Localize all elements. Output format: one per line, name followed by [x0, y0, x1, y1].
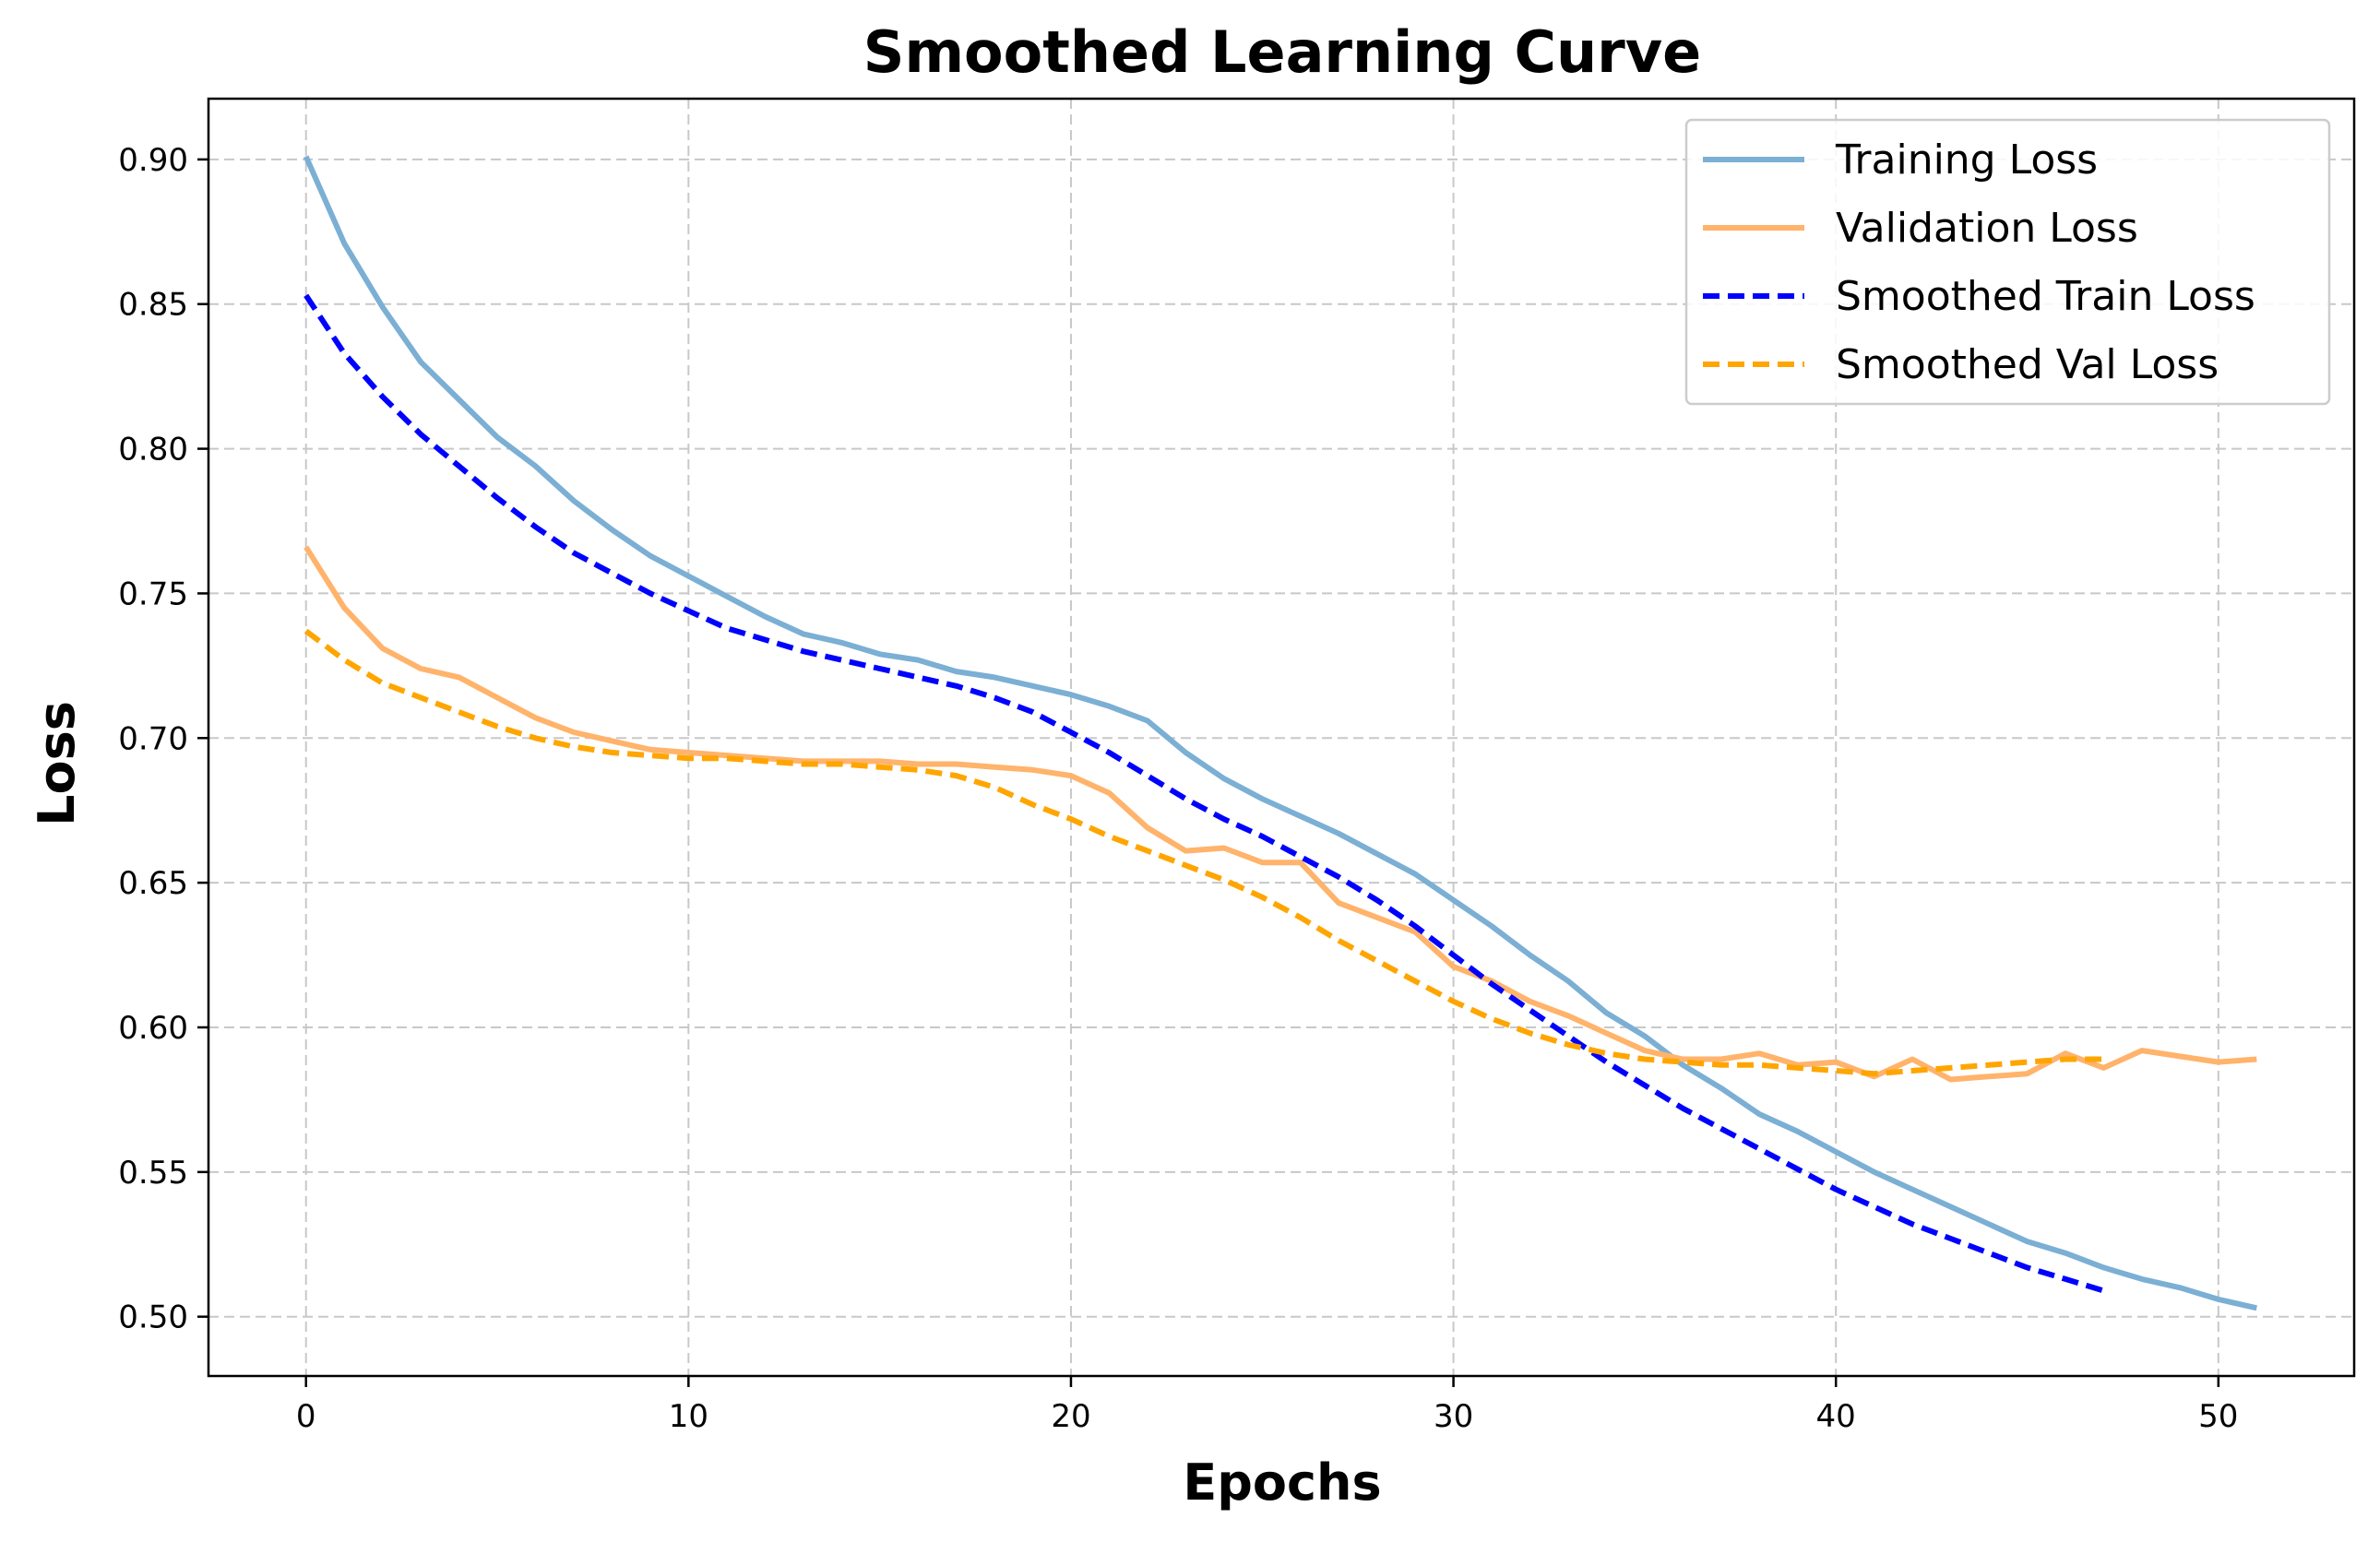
- axis-ticks: 0 10 20 30 40 50 0.50 0.55 0.60 0.65 0.70 0.75 0.80 0…: [118, 142, 2238, 1435]
- y-tick-label: 0.75: [118, 575, 188, 612]
- legend-label: Validation Loss: [1836, 205, 2138, 252]
- y-tick-label: 0.55: [118, 1155, 188, 1192]
- chart-title: Smoothed Learning Curve: [863, 18, 1701, 86]
- y-tick-label: 0.85: [118, 287, 188, 324]
- x-tick-label: 30: [1434, 1398, 1473, 1435]
- x-tick-label: 40: [1816, 1398, 1856, 1435]
- x-tick-label: 20: [1051, 1398, 1090, 1435]
- legend-box: [1684, 118, 2331, 406]
- y-tick-label: 0.60: [118, 1010, 188, 1047]
- series-line-smoothed-train-loss: [303, 293, 2105, 1294]
- legend-label: Smoothed Val Loss: [1836, 341, 2219, 388]
- y-tick-label: 0.90: [118, 142, 188, 179]
- y-tick-label: 0.80: [118, 432, 188, 469]
- y-tick-label: 0.65: [118, 865, 188, 902]
- y-axis-label: Loss: [28, 701, 86, 826]
- x-axis-label: Epochs: [1183, 1453, 1381, 1512]
- series-lines: [303, 155, 2257, 1311]
- series-line-training-loss: [303, 155, 2257, 1311]
- legend-label: Smoothed Train Loss: [1836, 273, 2255, 320]
- legend: Training Loss Validation Loss Smoothed Tra…: [1684, 118, 2331, 406]
- y-tick-label: 0.50: [118, 1299, 188, 1336]
- x-tick-label: 0: [296, 1398, 316, 1435]
- series-line-validation-loss: [303, 545, 2257, 1083]
- legend-label: Training Loss: [1835, 136, 2098, 184]
- y-tick-label: 0.70: [118, 720, 188, 757]
- series-line-smoothed-val-loss: [303, 628, 2104, 1077]
- x-tick-label: 50: [2198, 1398, 2238, 1435]
- x-tick-label: 10: [669, 1398, 708, 1435]
